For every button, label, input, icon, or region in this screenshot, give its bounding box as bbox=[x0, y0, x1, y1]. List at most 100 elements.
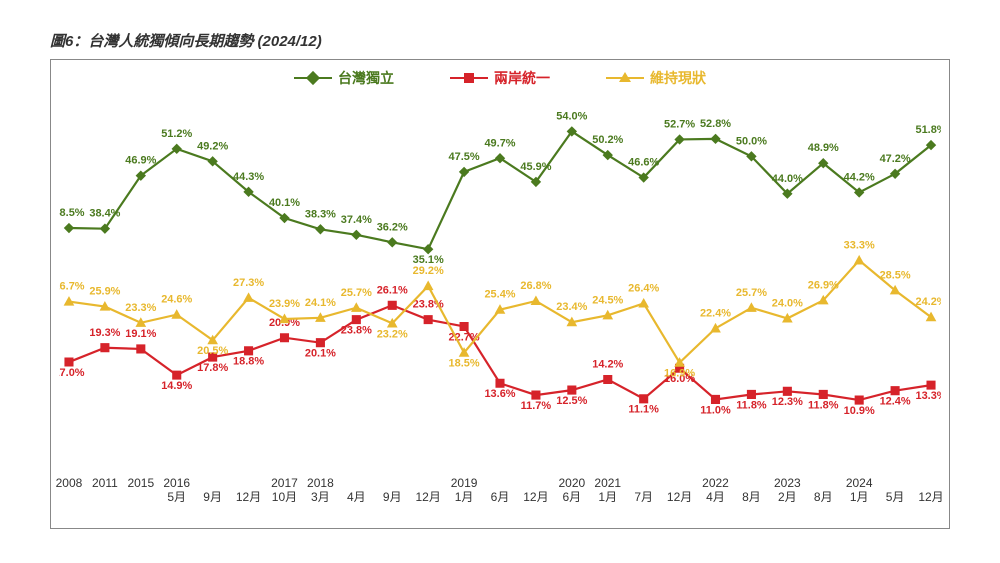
value-label: 23.3% bbox=[125, 302, 156, 314]
value-label: 23.4% bbox=[556, 301, 587, 313]
value-label: 46.6% bbox=[628, 157, 659, 169]
series-marker bbox=[245, 347, 253, 355]
value-label: 11.8% bbox=[736, 399, 767, 411]
series-marker bbox=[640, 395, 648, 403]
series-marker bbox=[64, 224, 73, 233]
value-label: 10.9% bbox=[844, 405, 875, 417]
value-label: 28.5% bbox=[880, 269, 911, 281]
legend-line bbox=[606, 77, 644, 79]
series-marker bbox=[352, 230, 361, 239]
x-axis-label: 9月 bbox=[203, 476, 222, 505]
value-label: 52.8% bbox=[700, 118, 731, 130]
legend-marker-diamond bbox=[306, 71, 320, 85]
x-axis-label: 20211月 bbox=[594, 476, 621, 505]
value-label: 26.4% bbox=[628, 283, 659, 295]
legend-item: 台灣獨立 bbox=[294, 68, 394, 88]
value-label: 13.3% bbox=[915, 390, 941, 402]
x-axis-label: 20241月 bbox=[846, 476, 873, 505]
series-marker bbox=[352, 303, 361, 311]
legend-item: 維持現狀 bbox=[606, 68, 706, 88]
x-axis-label: 20191月 bbox=[451, 476, 478, 505]
value-label: 14.9% bbox=[161, 380, 192, 392]
value-label: 16.9% bbox=[664, 368, 695, 380]
value-label: 49.7% bbox=[484, 137, 515, 149]
value-label: 18.5% bbox=[449, 358, 480, 370]
x-axis-label: 4月 bbox=[347, 476, 366, 505]
legend-line bbox=[450, 77, 488, 79]
legend-label: 兩岸統一 bbox=[494, 68, 550, 88]
series-marker bbox=[927, 381, 935, 389]
x-axis-label: 2008 bbox=[56, 476, 83, 490]
x-axis-labels: 20082011201520165月 9月 12月201710月20183月 4… bbox=[59, 472, 941, 528]
value-label: 44.0% bbox=[772, 173, 803, 185]
value-label: 11.0% bbox=[700, 404, 731, 416]
value-label: 54.0% bbox=[556, 110, 587, 122]
value-label: 27.3% bbox=[233, 277, 264, 289]
value-label: 25.7% bbox=[736, 287, 767, 299]
x-axis-label: 6月 bbox=[491, 476, 510, 505]
x-axis-label: 2011 bbox=[92, 476, 118, 490]
value-label: 23.9% bbox=[269, 298, 300, 310]
x-axis-label: 12月 bbox=[236, 476, 261, 505]
value-label: 45.9% bbox=[520, 161, 551, 173]
value-label: 19.1% bbox=[125, 328, 156, 340]
value-label: 13.6% bbox=[484, 388, 515, 400]
legend-marker-square bbox=[464, 73, 474, 83]
x-axis-label: 20183月 bbox=[307, 476, 334, 505]
value-label: 12.3% bbox=[772, 396, 803, 408]
value-label: 51.2% bbox=[161, 128, 192, 140]
value-label: 20.5% bbox=[197, 345, 228, 357]
legend-marker-triangle bbox=[619, 72, 631, 82]
value-label: 24.5% bbox=[592, 294, 623, 306]
value-label: 18.8% bbox=[233, 356, 264, 368]
x-axis-label: 20232月 bbox=[774, 476, 801, 505]
series-marker bbox=[711, 395, 719, 403]
value-label: 23.8% bbox=[341, 325, 372, 337]
series-marker bbox=[137, 345, 145, 353]
value-label: 24.0% bbox=[772, 297, 803, 309]
value-label: 49.2% bbox=[197, 140, 228, 152]
value-label: 47.5% bbox=[449, 151, 480, 163]
value-label: 25.9% bbox=[89, 286, 120, 298]
series-marker bbox=[65, 358, 73, 366]
x-axis-label: 8月 bbox=[814, 476, 833, 505]
value-label: 38.5% bbox=[59, 207, 85, 219]
value-label: 12.4% bbox=[880, 396, 911, 408]
series-marker bbox=[747, 390, 755, 398]
legend-label: 台灣獨立 bbox=[338, 68, 394, 88]
series-marker bbox=[280, 334, 288, 342]
value-label: 12.5% bbox=[556, 395, 587, 407]
x-axis-label: 12月 bbox=[415, 476, 440, 505]
series-marker bbox=[460, 322, 468, 330]
chart-frame: 台灣獨立兩岸統一維持現狀 38.5%38.4%46.9%51.2%49.2%44… bbox=[50, 59, 950, 529]
value-label: 24.6% bbox=[161, 294, 192, 306]
series-marker bbox=[604, 375, 612, 383]
chart-title: 圖6：台灣人統獨傾向長期趨勢 (2024/12) bbox=[50, 30, 950, 51]
value-label: 17.0% bbox=[59, 367, 85, 379]
series-marker bbox=[173, 371, 181, 379]
value-label: 11.7% bbox=[521, 400, 552, 412]
value-label: 33.3% bbox=[844, 240, 875, 252]
x-axis-label: 20165月 bbox=[163, 476, 190, 505]
value-label: 25.7% bbox=[341, 287, 372, 299]
value-label: 47.2% bbox=[880, 153, 911, 165]
series-marker bbox=[316, 339, 324, 347]
value-label: 14.2% bbox=[592, 359, 623, 371]
series-marker bbox=[855, 396, 863, 404]
series-marker bbox=[891, 387, 899, 395]
x-axis-label: 12月 bbox=[918, 476, 943, 505]
value-label: 48.9% bbox=[808, 142, 839, 154]
x-axis-label: 5月 bbox=[886, 476, 905, 505]
value-label: 37.4% bbox=[341, 214, 372, 226]
value-label: 29.2% bbox=[413, 265, 444, 277]
value-label: 50.2% bbox=[592, 134, 623, 146]
series-marker bbox=[819, 390, 827, 398]
value-label: 38.3% bbox=[305, 208, 336, 220]
value-label: 44.3% bbox=[233, 171, 264, 183]
series-marker bbox=[711, 134, 720, 143]
series-marker bbox=[747, 303, 756, 311]
value-label: 40.1% bbox=[269, 197, 300, 209]
value-label: 51.8% bbox=[915, 124, 941, 136]
value-label: 38.4% bbox=[89, 208, 120, 220]
value-label: 19.3% bbox=[89, 327, 120, 339]
